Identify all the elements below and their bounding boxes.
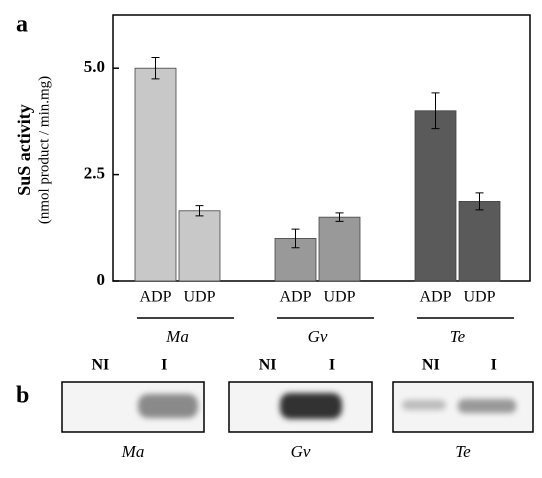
- lane-label: I: [161, 357, 167, 374]
- x-tick-label: ADP: [419, 289, 451, 306]
- lane-label: I: [491, 357, 497, 374]
- lane-label: I: [329, 357, 335, 374]
- bar: [459, 201, 500, 281]
- bar: [319, 217, 360, 281]
- y-tick-label: 0: [97, 270, 106, 289]
- lane-label: NI: [259, 357, 277, 374]
- y-axis-sublabel: (nmol product / min.mg): [36, 76, 52, 224]
- lane-label: NI: [422, 357, 440, 374]
- gel-band: [458, 399, 516, 413]
- x-tick-label: ADP: [279, 289, 311, 306]
- bar: [135, 68, 176, 281]
- group-label: Te: [450, 327, 466, 346]
- gel-label: Ma: [121, 442, 145, 461]
- y-tick-label: 2.5: [84, 164, 105, 183]
- bar: [415, 111, 456, 281]
- panel-label: a: [16, 12, 28, 38]
- group-label: Gv: [308, 327, 328, 346]
- y-axis-label: SuS activity: [14, 104, 34, 196]
- x-tick-label: ADP: [139, 289, 171, 306]
- gel-panel: [62, 382, 533, 432]
- gel-band: [402, 400, 446, 410]
- gel-label: Gv: [291, 442, 311, 461]
- group-label: Ma: [165, 327, 189, 346]
- gel-band: [138, 394, 198, 418]
- bar: [179, 211, 220, 281]
- panel-label: b: [16, 383, 29, 409]
- figure: a SuS activity (nmol product / min.mg) b…: [0, 0, 542, 478]
- y-tick-label: 5.0: [84, 57, 105, 76]
- gel-label: Te: [455, 442, 471, 461]
- x-tick-label: UDP: [463, 289, 495, 306]
- lane-label: NI: [91, 357, 109, 374]
- x-tick-label: UDP: [183, 289, 215, 306]
- x-tick-label: UDP: [323, 289, 355, 306]
- gel-band: [280, 393, 342, 419]
